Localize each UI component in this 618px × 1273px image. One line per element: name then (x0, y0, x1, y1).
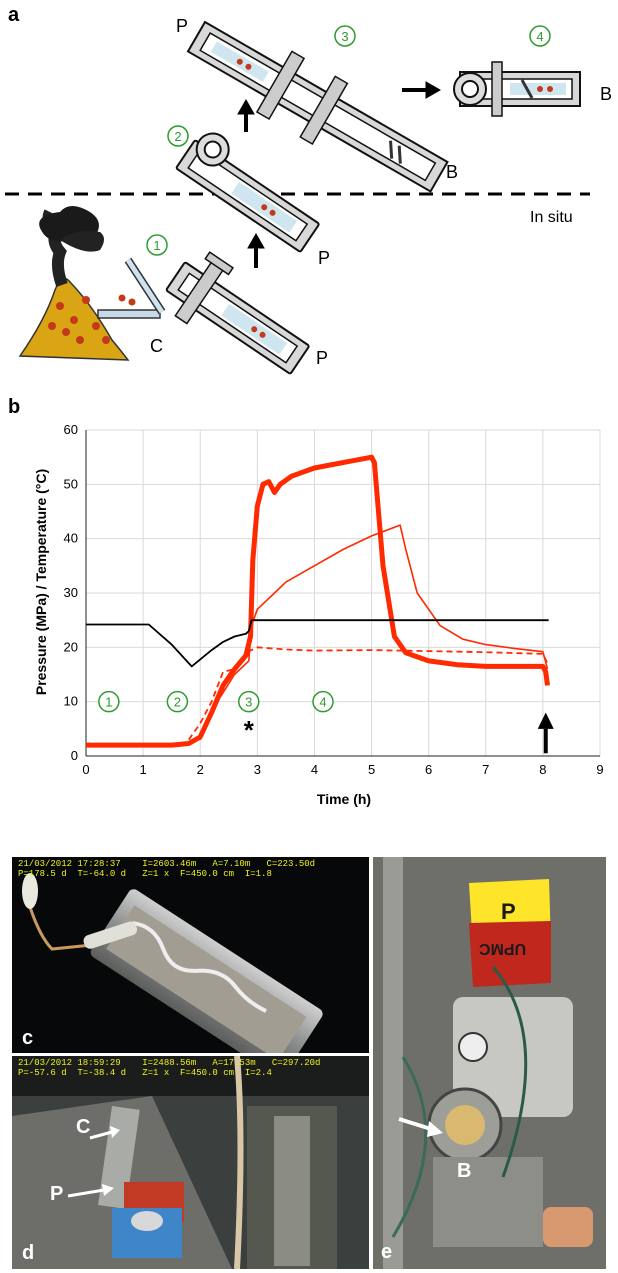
svg-text:2: 2 (174, 129, 181, 144)
in-situ-label: In situ (530, 209, 573, 226)
svg-text:4: 4 (536, 29, 543, 44)
asterisk-marker: * (244, 715, 255, 745)
svg-text:3: 3 (245, 695, 252, 710)
y-tick-label: 30 (64, 585, 78, 600)
x-tick-label: 9 (596, 762, 603, 777)
chart-step-marker: 4 (312, 690, 334, 713)
series-dashed-red (188, 646, 549, 741)
y-tick-label: 0 (71, 748, 78, 763)
cell-step-4 (453, 61, 581, 117)
y-tick-label: 60 (64, 422, 78, 437)
photo-d: 21/03/2012 18:59:29 I=2488.56m A=17.53m … (12, 1056, 369, 1269)
end-arrow-head (537, 712, 554, 729)
x-tick-label: 0 (82, 762, 89, 777)
svg-text:2: 2 (174, 695, 181, 710)
panel-a-letter: a (8, 4, 20, 26)
svg-text:4: 4 (319, 695, 326, 710)
photo-c: 21/03/2012 17:28:37 I=2603.46m A=7.10m C… (12, 857, 369, 1053)
step-markers: 1 2 3 4 (146, 25, 551, 256)
x-tick-label: 8 (539, 762, 546, 777)
pressure-temperature-chart: 0 1 2 3 4 5 6 7 8 9 0 10 20 30 40 50 60 1 2 3 4 * Pressure (… (33, 422, 604, 807)
svg-text:1: 1 (105, 695, 112, 710)
photo-e: UPMC P B e (373, 857, 606, 1269)
chart-step-marker: 2 (166, 690, 189, 713)
series-black (86, 619, 549, 668)
y-tick-label: 10 (64, 694, 78, 709)
x-tick-label: 6 (425, 762, 432, 777)
series-thin-red (199, 524, 549, 741)
photo-arrow (398, 1117, 443, 1137)
x-tick-label: 2 (197, 762, 204, 777)
photo-arrows (67, 1126, 120, 1198)
panel-d-letter: d (22, 1242, 35, 1264)
label-c: C (150, 336, 163, 356)
x-tick-label: 4 (311, 762, 318, 777)
chart-step-marker: 3 (238, 690, 260, 713)
x-tick-label: 1 (139, 762, 146, 777)
label-p-3: P (176, 16, 188, 36)
panel-c-letter: c (22, 1027, 34, 1049)
label-p: P (501, 899, 516, 924)
x-tick-label: 7 (482, 762, 489, 777)
flow-arrows (237, 81, 442, 268)
label-p-1: P (318, 248, 330, 268)
panel-e-letter: e (381, 1241, 393, 1263)
sampling-schematic: In situ C P P (5, 16, 612, 376)
hud-line-1: 21/03/2012 17:28:37 I=2603.46m A=7.10m C… (18, 859, 316, 869)
cell-step-2 (174, 132, 321, 254)
panel-b-letter: b (8, 396, 21, 418)
collector-c (97, 257, 166, 319)
hud-line-2: P=178.5 d T=-64.0 d Z=1 x F=450.0 cm I=1… (18, 869, 272, 879)
x-tick-label: 3 (254, 762, 261, 777)
y-tick-label: 40 (64, 531, 78, 546)
chart-step-marker: 1 (98, 690, 120, 713)
hud-line-1: 21/03/2012 18:59:29 I=2488.56m A=17.53m … (18, 1058, 321, 1068)
cell-step-3 (186, 20, 449, 193)
hud-line-2: P=-57.6 d T=-38.4 d Z=1 x F=450.0 cm I=2… (18, 1068, 272, 1078)
label-p-2: P (316, 348, 328, 368)
label-p: P (50, 1183, 64, 1205)
svg-text:3: 3 (341, 29, 348, 44)
label-b-1: B (446, 162, 458, 182)
x-tick-label: 5 (368, 762, 375, 777)
y-tick-label: 50 (64, 476, 78, 491)
y-tick-label: 20 (64, 639, 78, 654)
y-axis-label: Pressure (MPa) / Temperature (°C) (33, 469, 49, 695)
hydrothermal-chimney (18, 206, 136, 361)
series-thick-red (86, 454, 550, 748)
label-b-2: B (600, 84, 612, 104)
svg-text:1: 1 (153, 238, 160, 253)
x-axis-label: Time (h) (317, 791, 371, 807)
label-b: B (457, 1160, 472, 1182)
label-c: C (76, 1116, 91, 1138)
cell-step-1 (164, 251, 311, 376)
